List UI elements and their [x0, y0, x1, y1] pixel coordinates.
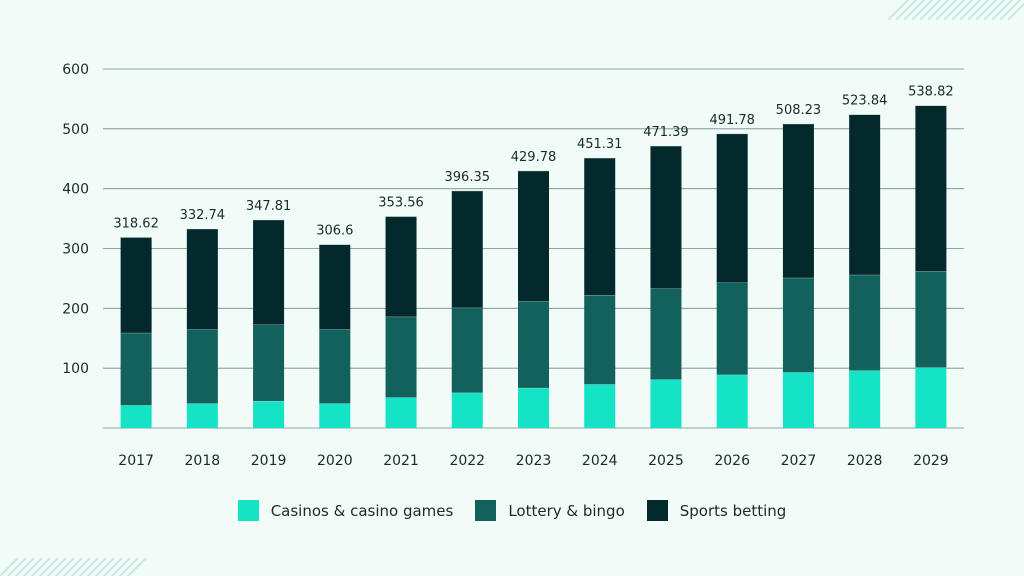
x-tick-label: 2017	[118, 453, 154, 469]
bar-segment-casinos	[915, 367, 947, 428]
bar-segment-lottery	[915, 271, 947, 368]
chart-legend: Casinos & casino games Lottery & bingo S…	[0, 500, 1024, 521]
bar-segment-casinos	[120, 405, 152, 428]
legend-label-sports: Sports betting	[679, 501, 787, 520]
top-right-stripes-decoration	[888, 0, 1024, 20]
bar-total-label: 508.23	[776, 103, 822, 118]
bar-segment-lottery	[186, 329, 218, 404]
x-tick-label: 2022	[449, 453, 485, 469]
bottom-left-stripes-decoration	[0, 558, 147, 576]
bar-segment-sports	[385, 216, 417, 317]
bar-segment-sports	[650, 145, 682, 289]
x-tick-label: 2021	[383, 453, 419, 469]
bar-total-label: 332.74	[180, 208, 226, 223]
x-tick-label: 2019	[251, 453, 287, 469]
bar-segment-lottery	[319, 329, 351, 404]
bar-segment-sports	[584, 157, 616, 296]
bar-segment-casinos	[782, 372, 814, 428]
x-tick-label: 2027	[781, 453, 817, 469]
legend-swatch-lottery	[475, 500, 497, 521]
legend-swatch-sports	[646, 500, 668, 521]
x-tick-label: 2026	[714, 453, 750, 469]
bar-segment-lottery	[782, 277, 814, 373]
bar-segment-lottery	[584, 295, 616, 385]
bar-total-label: 471.39	[643, 125, 689, 140]
bar-segment-casinos	[716, 374, 748, 428]
x-tick-label: 2028	[847, 453, 883, 469]
bar-total-label: 491.78	[709, 113, 755, 128]
bar-segment-sports	[849, 114, 881, 275]
bar-total-label: 538.82	[908, 85, 954, 100]
bar-segment-casinos	[584, 384, 616, 428]
x-tick-label: 2018	[185, 453, 221, 469]
x-tick-label: 2023	[516, 453, 552, 469]
bar-total-label: 347.81	[246, 199, 292, 214]
bar-segment-sports	[716, 133, 748, 283]
bar-segment-casinos	[319, 403, 351, 428]
bar-total-label: 429.78	[511, 150, 557, 165]
bar-segment-lottery	[451, 307, 483, 393]
legend-label-casinos: Casinos & casino games	[270, 501, 454, 520]
bar-segment-casinos	[451, 392, 483, 428]
bar-segment-sports	[120, 237, 152, 333]
bar-segment-casinos	[385, 397, 417, 428]
bar-segment-lottery	[120, 332, 152, 406]
bar-total-label: 353.56	[378, 195, 424, 210]
bar-segment-casinos	[650, 379, 682, 428]
bar-segment-lottery	[849, 274, 881, 371]
bar-segment-sports	[253, 219, 285, 325]
y-tick-label: 200	[62, 301, 89, 317]
bar-total-label: 523.84	[842, 94, 888, 109]
legend-label-lottery: Lottery & bingo	[508, 501, 625, 520]
y-tick-label: 500	[62, 122, 89, 138]
stacked-bar-chart: 600 500 400 300 200 100 318.62 2017 332.74 2018 34…	[62, 62, 964, 469]
bar-segment-sports	[319, 244, 351, 330]
legend-item-casinos: Casinos & casino games	[237, 500, 454, 521]
bar-segment-casinos	[518, 387, 549, 428]
bar-segment-lottery	[716, 282, 748, 375]
x-tick-label: 2025	[648, 453, 684, 469]
bar-segment-casinos	[186, 403, 218, 428]
bar-segment-sports	[186, 228, 218, 330]
x-tick-label: 2020	[317, 453, 353, 469]
bar-total-label: 318.62	[113, 216, 159, 231]
bar-segment-lottery	[385, 316, 417, 398]
legend-item-sports: Sports betting	[646, 500, 787, 521]
bar-segment-sports	[915, 105, 947, 272]
bar-segment-casinos	[849, 370, 881, 428]
y-tick-label: 400	[62, 182, 89, 198]
bar-segment-lottery	[253, 324, 285, 402]
bar-segment-casinos	[253, 401, 285, 428]
x-tick-label: 2029	[913, 453, 949, 469]
bar-segment-lottery	[650, 288, 682, 380]
bar-segment-sports	[451, 190, 483, 308]
bar-segment-sports	[782, 123, 814, 278]
bar-total-label: 396.35	[445, 170, 491, 185]
y-tick-label: 100	[62, 361, 89, 377]
bar-total-label: 451.31	[577, 137, 623, 152]
x-tick-label: 2024	[582, 453, 618, 469]
bar-segment-lottery	[518, 301, 549, 388]
y-tick-label: 600	[62, 62, 89, 78]
legend-swatch-casinos	[237, 500, 259, 521]
y-tick-label: 300	[62, 242, 89, 258]
bar-segment-sports	[518, 170, 549, 302]
legend-item-lottery: Lottery & bingo	[475, 500, 625, 521]
bar-total-label: 306.6	[316, 224, 353, 239]
